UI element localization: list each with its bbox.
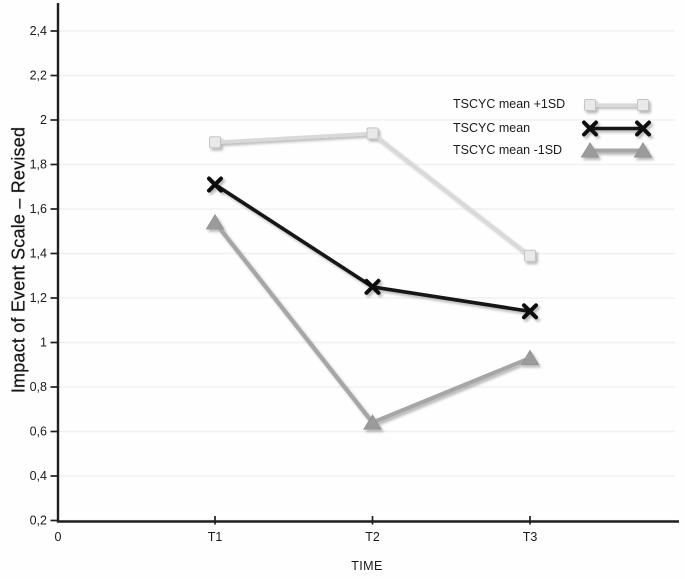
x-tick-label: T1 [208, 530, 223, 544]
x-marker-icon [522, 303, 538, 320]
y-tick-label: 2,2 [30, 69, 47, 83]
square-marker-icon [366, 127, 379, 140]
y-tick-label: 2,4 [30, 24, 47, 38]
x-marker-icon [207, 176, 223, 193]
y-tick-label: 1,2 [30, 291, 47, 305]
y-tick-label: 0,2 [30, 514, 47, 528]
series-tscyc-mean [207, 176, 538, 320]
axes [56, 3, 679, 523]
legend-key [584, 99, 649, 111]
y-tick-label: 1,6 [30, 202, 47, 216]
legend-label: TSCYC mean [453, 121, 531, 135]
x-axis-title: TIME [351, 559, 383, 573]
triangle-marker-icon [633, 142, 653, 158]
legend-item-mean-minus-1sd: TSCYC mean -1SD [453, 143, 562, 158]
y-tick-label: 0,8 [30, 380, 47, 394]
series-line [212, 220, 533, 425]
y-axis-title: Impact of Event Scale – Revised [8, 126, 29, 394]
y-tick-label: 1 [40, 336, 47, 350]
x-tick-label: T3 [523, 530, 538, 544]
y-tick-label: 1,8 [30, 158, 47, 172]
series-line [213, 182, 532, 314]
x-tick-label: T2 [365, 530, 380, 544]
x-origin-label: 0 [55, 530, 62, 544]
square-marker-icon [637, 99, 649, 111]
triangle-marker-icon [580, 142, 600, 158]
square-marker-icon [209, 136, 221, 149]
triangle-marker-icon [205, 213, 225, 230]
y-tick-label: 0,4 [30, 469, 47, 483]
legend-label: TSCYC mean +1SD [453, 97, 566, 111]
triangle-marker-icon [520, 349, 540, 366]
legend-item-mean-plus-1sd: TSCYC mean +1SD [453, 97, 565, 112]
legend-label: TSCYC mean -1SD [453, 143, 563, 157]
legend-key [582, 120, 651, 137]
square-marker-icon [524, 249, 536, 262]
x-marker-icon [582, 120, 598, 137]
y-tick-label: 2 [40, 113, 47, 127]
x-marker-icon [635, 120, 651, 137]
y-tick-label: 0,6 [30, 425, 47, 439]
square-marker-icon [584, 99, 596, 111]
series-tscyc-mean-1sd [209, 127, 536, 262]
legend-item-mean: TSCYC mean [453, 121, 530, 136]
x-marker-icon [364, 278, 381, 295]
series-tscyc-mean-1sd [205, 213, 540, 430]
y-tick-label: 1,4 [30, 247, 47, 261]
triangle-marker-icon [363, 414, 382, 430]
legend-key [580, 142, 653, 158]
